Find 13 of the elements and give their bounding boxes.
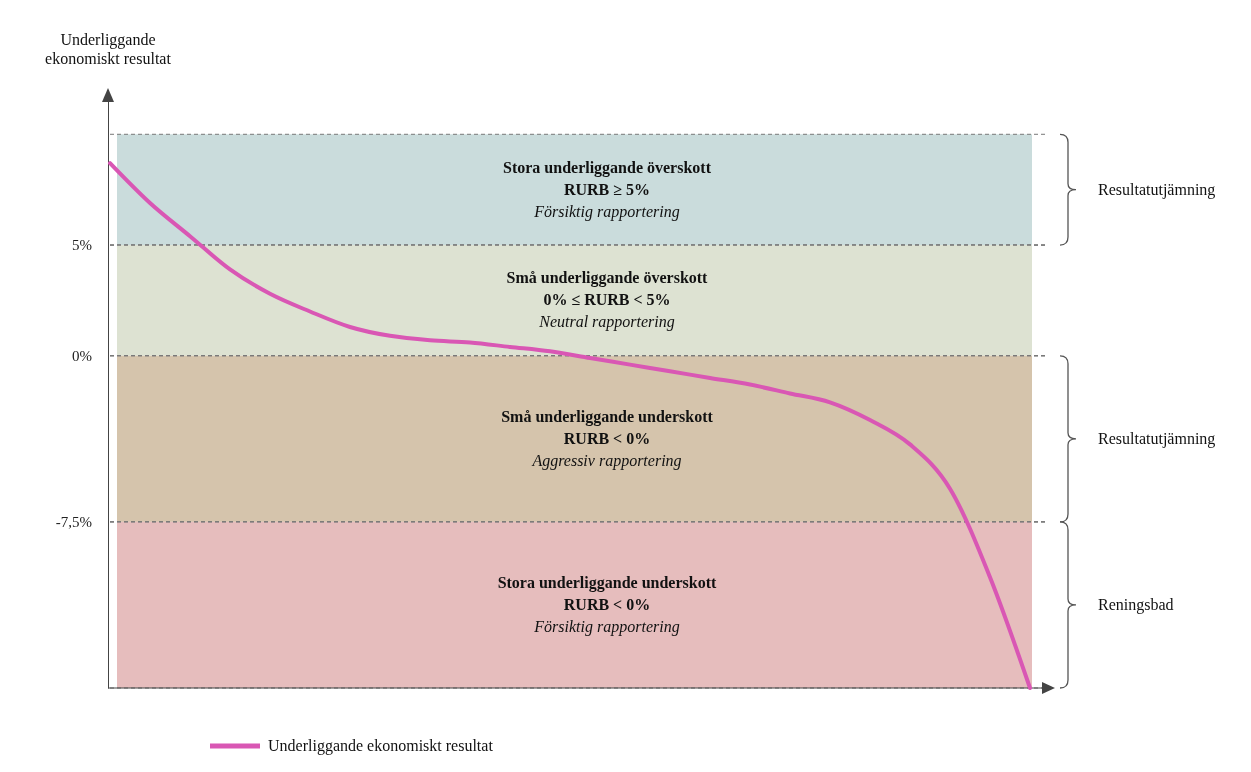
y-tick-label: 0% <box>72 348 92 365</box>
y-tick-label: 5% <box>72 237 92 254</box>
y-axis-title: Underliggande ekonomiskt resultat <box>45 31 172 67</box>
legend-label: Underliggande ekonomiskt resultat <box>268 737 494 755</box>
band-label: Små underliggande underskott RURB < 0% Aggressiv rapportering <box>501 407 714 470</box>
band-label: Små underliggande överskott 0% ≤ RURB < 5% Neutral rapportering <box>506 269 709 332</box>
text: Reningsbad <box>1098 595 1174 614</box>
y-tick-label: -7,5% <box>55 514 92 531</box>
text: Resultatutjämning <box>1098 429 1216 448</box>
band-label: Stora underliggande överskott RURB ≥ 5% Försiktig rapportering <box>503 158 712 221</box>
line-series <box>108 161 1032 690</box>
text: Resultatutjämning <box>1098 180 1216 199</box>
band-label: Stora underliggande underskott RURB < 0% Försiktig rapportering <box>497 573 718 636</box>
